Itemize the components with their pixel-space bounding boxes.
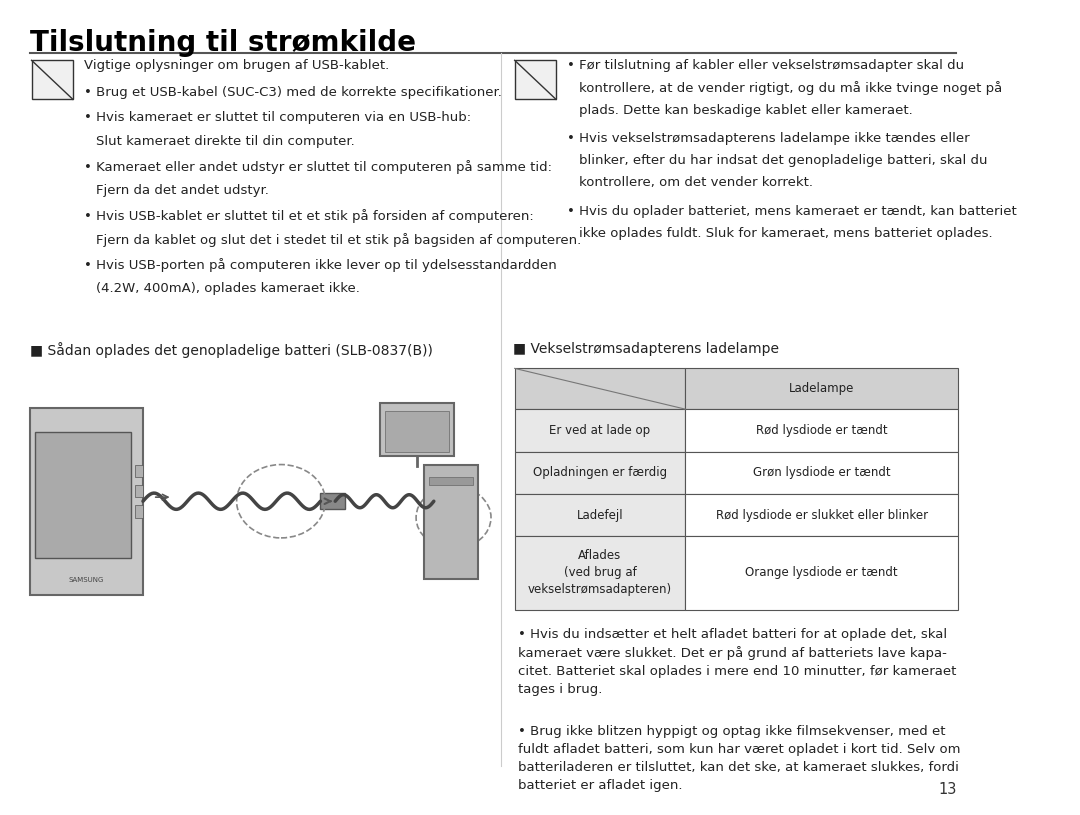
Text: Vigtige oplysninger om brugen af USB-kablet.: Vigtige oplysninger om brugen af USB-kab… bbox=[84, 59, 389, 73]
Bar bbox=[135, 465, 143, 477]
Text: • Brug ikke blitzen hyppigt og optag ikke filmsekvenser, med et
fuldt afladet ba: • Brug ikke blitzen hyppigt og optag ikk… bbox=[517, 725, 960, 792]
Bar bbox=[424, 465, 478, 579]
Bar bbox=[36, 432, 131, 558]
Text: • Hvis du indsætter et helt afladet batteri for at oplade det, skal
kameraet vær: • Hvis du indsætter et helt afladet batt… bbox=[517, 628, 956, 696]
Bar bbox=[515, 60, 556, 99]
Bar bbox=[29, 408, 143, 595]
Bar bbox=[685, 368, 958, 409]
Bar bbox=[321, 493, 346, 509]
Text: • Før tilslutning af kabler eller vekselstrømsadapter skal du: • Før tilslutning af kabler eller veksel… bbox=[567, 59, 964, 73]
Bar bbox=[384, 411, 448, 452]
Bar bbox=[429, 477, 473, 485]
Text: • Hvis vekselstrømsadapterens ladelampe ikke tændes eller: • Hvis vekselstrømsadapterens ladelampe … bbox=[567, 132, 970, 145]
Bar bbox=[515, 452, 685, 494]
Text: (4.2W, 400mA), oplades kameraet ikke.: (4.2W, 400mA), oplades kameraet ikke. bbox=[96, 282, 360, 295]
Bar bbox=[685, 409, 958, 452]
Text: ikke oplades fuldt. Sluk for kameraet, mens batteriet oplades.: ikke oplades fuldt. Sluk for kameraet, m… bbox=[579, 227, 993, 240]
Text: Rød lysdiode er slukket eller blinker: Rød lysdiode er slukket eller blinker bbox=[716, 509, 928, 522]
Bar bbox=[135, 485, 143, 497]
Text: Aflades
(ved brug af
vekselstrømsadapteren): Aflades (ved brug af vekselstrømsadapter… bbox=[528, 549, 672, 597]
Bar bbox=[685, 536, 958, 610]
Text: Fjern da det andet udstyr.: Fjern da det andet udstyr. bbox=[96, 184, 269, 197]
Text: Slut kameraet direkte til din computer.: Slut kameraet direkte til din computer. bbox=[96, 135, 354, 148]
Bar bbox=[135, 505, 143, 518]
Text: • Brug et USB-kabel (SUC-C3) med de korrekte specifikationer.: • Brug et USB-kabel (SUC-C3) med de korr… bbox=[84, 86, 502, 99]
Text: 13: 13 bbox=[939, 782, 957, 797]
Bar bbox=[685, 494, 958, 536]
Bar bbox=[515, 494, 685, 536]
Text: Opladningen er færdig: Opladningen er færdig bbox=[532, 466, 667, 479]
Text: Fjern da kablet og slut det i stedet til et stik på bagsiden af computeren.: Fjern da kablet og slut det i stedet til… bbox=[96, 233, 581, 247]
Text: Orange lysdiode er tændt: Orange lysdiode er tændt bbox=[745, 566, 899, 579]
Bar bbox=[515, 409, 685, 452]
Text: ■ Sådan oplades det genopladelige batteri (SLB-0837(B)): ■ Sådan oplades det genopladelige batter… bbox=[29, 342, 432, 359]
Text: kontrollere, at de vender rigtigt, og du må ikke tvinge noget på: kontrollere, at de vender rigtigt, og du… bbox=[579, 82, 1002, 95]
Text: blinker, efter du har indsat det genopladelige batteri, skal du: blinker, efter du har indsat det genopla… bbox=[579, 154, 987, 167]
Text: • Hvis kameraet er sluttet til computeren via en USB-hub:: • Hvis kameraet er sluttet til computere… bbox=[84, 111, 471, 124]
Text: ■ Vekselstrømsadapterens ladelampe: ■ Vekselstrømsadapterens ladelampe bbox=[513, 342, 779, 356]
Text: • Hvis USB-porten på computeren ikke lever op til ydelsesstandardden: • Hvis USB-porten på computeren ikke lev… bbox=[84, 258, 556, 271]
Bar bbox=[515, 536, 685, 610]
Text: plads. Dette kan beskadige kablet eller kameraet.: plads. Dette kan beskadige kablet eller … bbox=[579, 104, 913, 117]
Text: • Hvis du oplader batteriet, mens kameraet er tændt, kan batteriet: • Hvis du oplader batteriet, mens kamera… bbox=[567, 205, 1016, 218]
Bar bbox=[685, 452, 958, 494]
Text: Ladefejl: Ladefejl bbox=[577, 509, 623, 522]
Text: SAMSUNG: SAMSUNG bbox=[69, 577, 104, 584]
Text: • Hvis USB-kablet er sluttet til et et stik på forsiden af computeren:: • Hvis USB-kablet er sluttet til et et s… bbox=[84, 209, 534, 222]
Bar bbox=[515, 368, 685, 409]
Bar bbox=[31, 60, 73, 99]
Text: kontrollere, om det vender korrekt.: kontrollere, om det vender korrekt. bbox=[579, 176, 813, 189]
Text: Tilslutning til strømkilde: Tilslutning til strømkilde bbox=[29, 29, 416, 56]
Text: Rød lysdiode er tændt: Rød lysdiode er tændt bbox=[756, 424, 888, 437]
Bar bbox=[379, 403, 454, 456]
Text: Ladelampe: Ladelampe bbox=[789, 382, 854, 395]
Text: Er ved at lade op: Er ved at lade op bbox=[550, 424, 650, 437]
Text: Grøn lysdiode er tændt: Grøn lysdiode er tændt bbox=[753, 466, 891, 479]
Text: • Kameraet eller andet udstyr er sluttet til computeren på samme tid:: • Kameraet eller andet udstyr er sluttet… bbox=[84, 160, 552, 174]
